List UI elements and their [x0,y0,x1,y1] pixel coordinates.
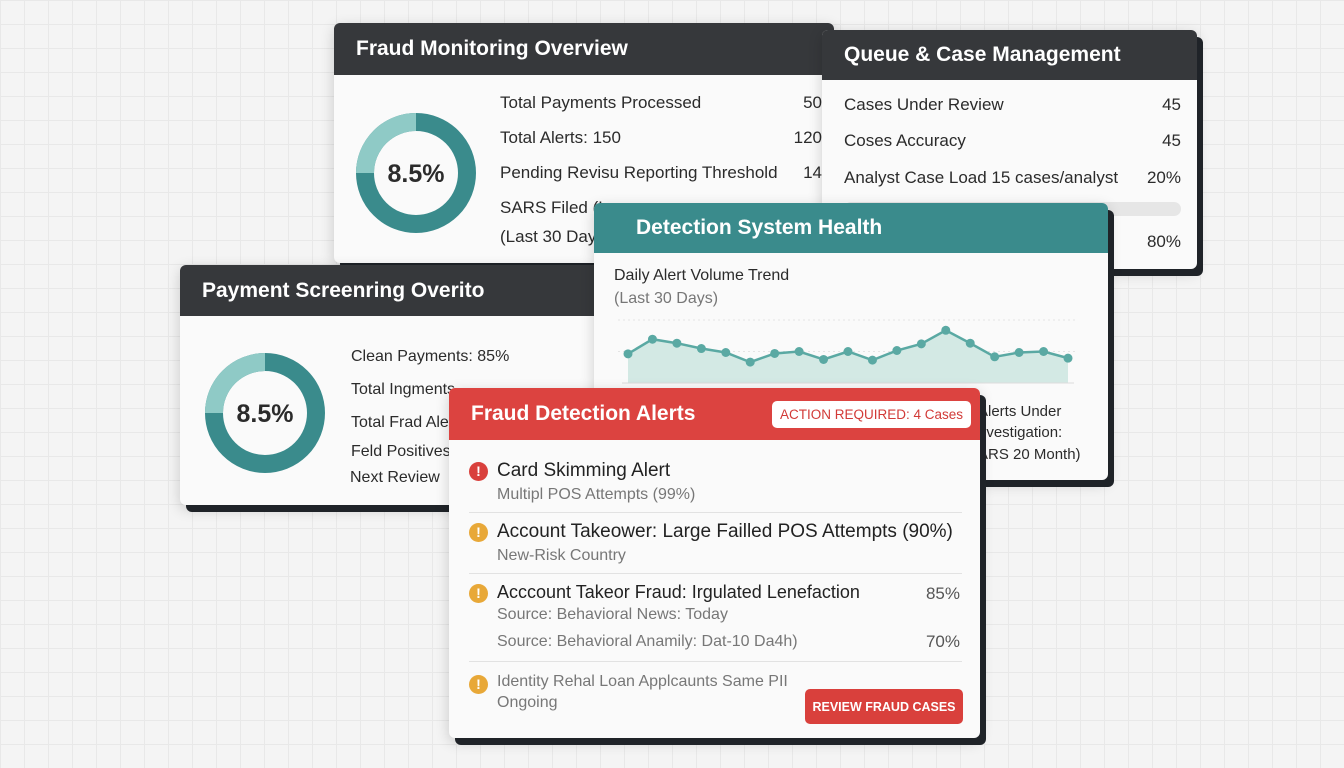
stat-label: Total Ingments [351,381,456,398]
alert-critical-icon: ! [469,462,488,481]
side-text: nvestigation: [978,424,1063,441]
stat-label: Total Frad Ale [351,414,449,431]
stat-value: 50 [803,93,822,112]
donut-chart: 8.5% [205,353,325,473]
queue-label: Cases Under Review [844,95,1004,114]
payment-screening-card: Payment Screenring Overito 8.5% Clean Pa… [180,265,600,505]
warning-icon: ! [469,523,488,542]
alert-percent: 85% [925,584,960,603]
card-title: Payment Screenring Overito [180,265,600,316]
side-text: ARS 20 Month) [978,446,1081,463]
chart-title: Daily Alert Volume Trend [614,267,790,284]
stat-value: 14 [803,163,822,182]
data-point [696,344,706,354]
data-point [965,338,975,348]
data-point [623,349,633,359]
stat-label: Pending Revisu Reporting Threshold [500,163,778,182]
alert-subtitle: Source: Behavioral Anamily: Dat-10 Da4h) [497,633,798,650]
fraud-monitoring-card: Fraud Monitoring Overview 8.5% Total Pay… [334,23,834,263]
alert-subtitle: Source: Behavioral News: Today [497,606,728,623]
chart-subtitle: (Last 30 Days) [614,290,719,307]
trend-chart [618,319,1078,384]
data-point [819,354,829,364]
data-point [916,339,926,349]
data-point [794,347,804,356]
card-title: Fraud Detection Alerts [471,402,696,425]
divider [469,661,962,662]
stat-value: 120 [793,128,822,147]
queue-value: 45 [1162,131,1181,150]
data-point [843,347,853,356]
data-point [721,347,731,357]
data-point [1063,353,1073,363]
queue-value: 45 [1162,95,1181,114]
data-point [1039,347,1049,356]
alert-title: Card Skimming Alert [497,460,671,481]
alert-subtitle: Multipl POS Attempts (99%) [497,486,696,503]
detection-health-card: Detection System Health Daily Alert Volu… [594,203,1108,480]
stat-label: Total Alerts: 150 [500,128,621,147]
data-point [745,357,755,367]
divider [469,512,962,513]
side-text: Alerts Under [978,403,1062,420]
stat-label: Next Review [350,469,440,486]
alert-title: Identity Rehal Loan Applcaunts Same PII [497,673,788,690]
queue-value: 20% [1146,168,1181,187]
data-point [990,352,1000,362]
review-fraud-cases-button[interactable]: REVIEW FRAUD CASES [805,689,963,724]
alert-subtitle: Ongoing [497,694,558,711]
stat-label: Feld Positives [351,443,451,460]
warning-icon: ! [469,584,488,603]
data-point [1014,347,1024,357]
action-required-badge: ACTION REQUIRED: 4 Cases [771,400,971,428]
data-point [770,348,780,358]
data-point [647,334,657,344]
stat-label: Total Payments Processed [500,93,702,112]
donut-label: 8.5% [237,400,294,428]
data-point [892,346,902,356]
card-title: Queue & Case Management [822,30,1197,80]
stat-label: SARS Filed (L [500,198,608,217]
card-title: Fraud Monitoring Overview [334,23,834,75]
data-point [867,355,877,365]
data-point [672,338,682,348]
warning-icon: ! [469,675,488,694]
data-point [941,325,951,335]
card-title: Detection System Health [594,203,1108,253]
stat-label: (Last 30 Day [500,227,597,246]
stat-label: Clean Payments: 85% [351,348,510,365]
progress-value: 80% [1146,232,1181,251]
donut-chart: 8.5% [356,113,476,233]
donut-label: 8.5% [388,160,445,188]
alert-subtitle: New-Risk Country [497,547,626,564]
divider [469,573,962,574]
area-fill [628,330,1068,383]
queue-label: Coses Accuracy [844,131,966,150]
alert-percent: 70% [925,632,960,651]
alert-title: Account Takeower: Large Failled POS Atte… [497,521,953,542]
fraud-alerts-card: Fraud Detection Alerts ACTION REQUIRED: … [449,388,980,738]
alert-title: Acccount Takeor Fraud: Irgulated Lenefac… [497,582,860,602]
queue-label: Analyst Case Load 15 cases/analyst [844,168,1119,187]
